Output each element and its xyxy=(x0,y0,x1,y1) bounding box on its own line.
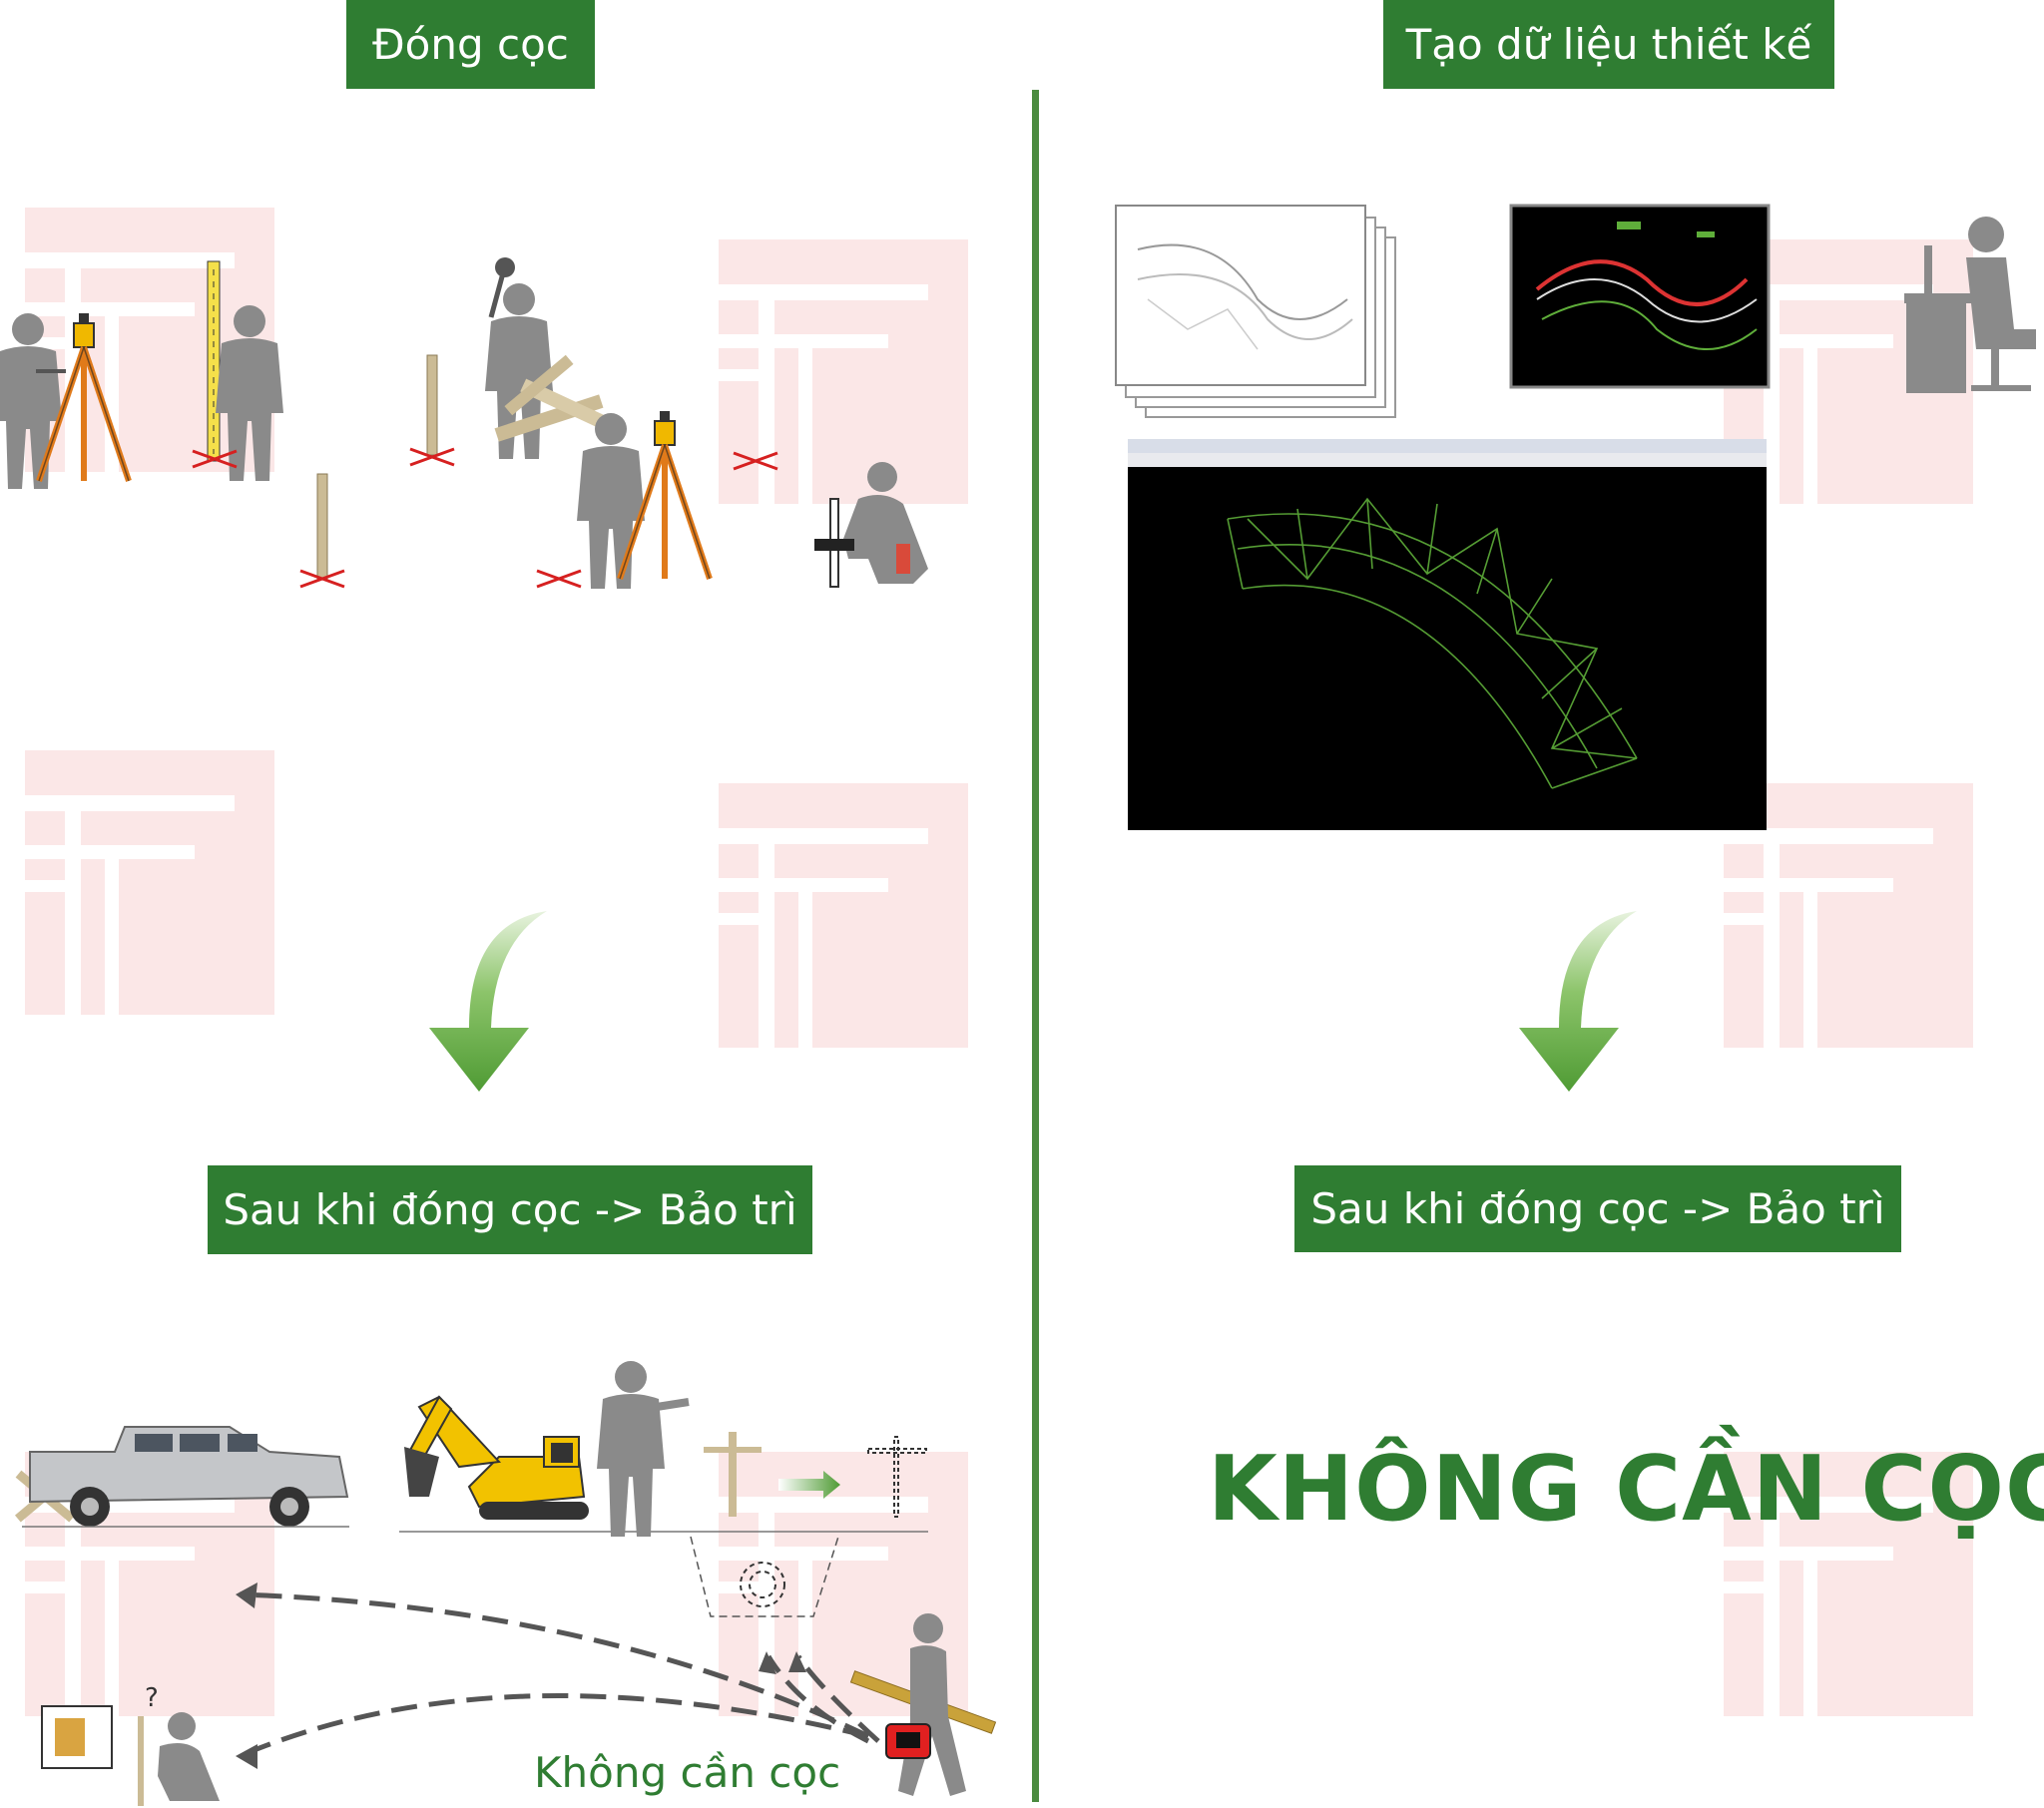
dashed-path-arrows xyxy=(239,1591,880,1759)
dashed-arrow-heads xyxy=(236,1582,806,1769)
cad-plan-screenshot xyxy=(1509,204,1771,389)
worker-hammering-stakes-icon xyxy=(485,257,608,459)
no-stakes-needed-heading: KHÔNG CẦN CỌC xyxy=(1208,1437,2044,1542)
kneeling-inspector-icon: ? xyxy=(41,1683,220,1806)
stake-relocation-icon xyxy=(704,1432,927,1518)
cad-3d-model-screen xyxy=(1128,439,1767,830)
section-divider xyxy=(1032,90,1039,1802)
worker-directing-icon xyxy=(597,1361,690,1537)
design-data-title-label: Tạo dữ liệu thiết kế xyxy=(1383,0,1834,89)
office-worker-at-computer-icon xyxy=(1904,217,2036,393)
no-stakes-needed-note: Không cần cọc xyxy=(534,1748,841,1797)
wooden-stake-icon xyxy=(298,354,456,589)
worker-carrying-device-icon xyxy=(849,1613,997,1796)
staking-title-label: Đóng cọc xyxy=(346,0,595,89)
excavation-pit-icon xyxy=(690,1536,839,1617)
down-arrow-icon-left xyxy=(429,911,547,1092)
paper-drawings-stack-icon xyxy=(1115,205,1396,418)
surveyor-with-tripod-icon xyxy=(0,313,129,489)
svg-text:?: ? xyxy=(145,1683,159,1713)
kneeling-worker-marking-icon xyxy=(814,462,928,588)
left-maintenance-label: Sau khi đóng cọc -> Bảo trì xyxy=(208,1165,812,1254)
excavator-icon xyxy=(399,1395,928,1533)
down-arrow-icon-right xyxy=(1519,911,1637,1092)
pickup-truck-icon xyxy=(22,1426,349,1528)
levelling-staff-icon xyxy=(191,260,283,481)
right-maintenance-label: Sau khi đóng cọc -> Bảo trì xyxy=(1294,1165,1901,1252)
